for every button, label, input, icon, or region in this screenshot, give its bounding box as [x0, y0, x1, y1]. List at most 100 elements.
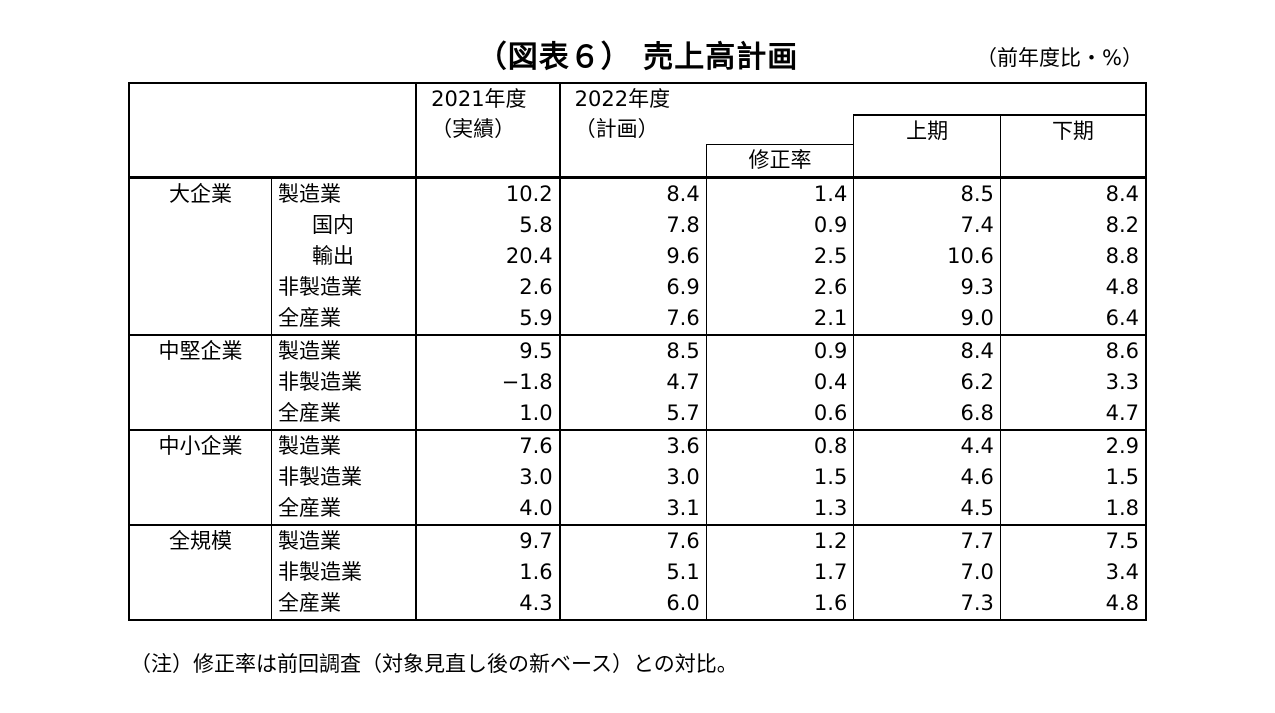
- table-row: 全産業 1.0 5.7 0.6 6.8 4.7: [129, 398, 1147, 430]
- value-revision: 2.1: [706, 303, 855, 335]
- value-first-half: 7.7: [853, 524, 1001, 557]
- value-2021: 10.2: [416, 177, 561, 210]
- value-first-half: 8.4: [853, 334, 1001, 367]
- table-row: 非製造業 3.0 3.0 1.5 4.6 1.5: [129, 462, 1147, 493]
- value-second-half: 3.4: [1000, 557, 1147, 588]
- table-row: 中堅企業 製造業 9.5 8.5 0.9 8.4 8.6: [128, 334, 1147, 430]
- value-2022: 6.9: [559, 272, 707, 303]
- value-2021: 1.6: [416, 557, 561, 588]
- value-second-half: 8.4: [1000, 177, 1147, 210]
- table-row: 全産業 5.9 7.6 2.1 9.0 6.4: [129, 303, 1147, 335]
- value-second-half: 6.4: [1000, 303, 1147, 335]
- value-2021: 5.9: [416, 303, 561, 335]
- value-second-half: 4.8: [1000, 588, 1147, 621]
- header-first-half: 上期: [853, 115, 1001, 179]
- value-2022: 5.7: [559, 398, 707, 430]
- table-row: 全産業 4.3 6.0 1.6 7.3 4.8: [129, 588, 1147, 621]
- value-second-half: 1.8: [1000, 493, 1147, 525]
- value-second-half: 3.3: [1000, 367, 1147, 398]
- value-revision: 0.4: [706, 367, 855, 398]
- value-2022: 8.4: [559, 177, 707, 210]
- value-2022: 9.6: [559, 241, 707, 272]
- table-row: 全規模 製造業 9.7 7.6 1.2 7.7 7.5: [128, 524, 1147, 621]
- value-first-half: 7.4: [853, 210, 1001, 241]
- header-revision: 修正率: [705, 144, 855, 179]
- table-row: 全産業 4.0 3.1 1.3 4.5 1.8: [129, 493, 1147, 525]
- header-2022-under: [559, 144, 707, 179]
- value-2021: 7.6: [416, 429, 561, 462]
- header-second-half: 下期: [1000, 115, 1147, 179]
- value-first-half: 9.0: [853, 303, 1001, 335]
- value-2021: 20.4: [416, 241, 561, 272]
- value-2021: 1.0: [416, 398, 561, 430]
- header-2021: 2021年度 （実績）: [416, 82, 561, 179]
- value-second-half: 8.2: [1000, 210, 1147, 241]
- value-first-half: 7.3: [853, 588, 1001, 621]
- value-2022: 7.6: [559, 303, 707, 335]
- value-2021: −1.8: [416, 367, 561, 398]
- industry-label: 非製造業: [271, 557, 418, 588]
- value-revision: 2.6: [706, 272, 855, 303]
- value-2022: 3.6: [559, 429, 707, 462]
- value-revision: 1.2: [706, 524, 855, 557]
- value-second-half: 7.5: [1000, 524, 1147, 557]
- footnote: （注）修正率は前回調査（対象見直し後の新ベース）との対比。: [130, 652, 738, 676]
- group-label: 全規模: [128, 524, 273, 621]
- value-revision: 0.9: [706, 210, 855, 241]
- header-2021-actual: （実績）: [431, 117, 516, 141]
- value-revision: 0.8: [706, 429, 855, 462]
- unit-label: （前年度比・%）: [976, 46, 1143, 70]
- group-label: 中堅企業: [128, 334, 273, 430]
- value-revision: 1.4: [706, 177, 855, 210]
- value-first-half: 10.6: [853, 241, 1001, 272]
- group-label: 中小企業: [128, 429, 273, 525]
- industry-label: 製造業: [271, 524, 418, 557]
- industry-label: 非製造業: [271, 367, 418, 398]
- value-first-half: 4.6: [853, 462, 1001, 493]
- group-label: 大企業: [128, 177, 273, 335]
- value-2021: 3.0: [416, 462, 561, 493]
- value-2021: 4.3: [416, 588, 561, 621]
- value-first-half: 6.2: [853, 367, 1001, 398]
- value-revision: 1.3: [706, 493, 855, 525]
- value-second-half: 4.7: [1000, 398, 1147, 430]
- page-title: （図表６） 売上高計画: [476, 40, 799, 75]
- industry-label: 全産業: [271, 588, 418, 621]
- value-2021: 9.5: [416, 334, 561, 367]
- value-2021: 5.8: [416, 210, 561, 241]
- value-second-half: 1.5: [1000, 462, 1147, 493]
- industry-label: 非製造業: [271, 272, 418, 303]
- header-2022-year: 2022年度: [574, 87, 671, 111]
- value-2021: 4.0: [416, 493, 561, 525]
- industry-label: 全産業: [271, 303, 418, 335]
- value-first-half: 9.3: [853, 272, 1001, 303]
- value-first-half: 8.5: [853, 177, 1001, 210]
- table-row: 国内 5.8 7.8 0.9 7.4 8.2: [129, 210, 1147, 241]
- value-first-half: 4.5: [853, 493, 1001, 525]
- header-2021-year: 2021年度: [431, 87, 527, 111]
- header-row-2: 上期 下期: [129, 115, 1147, 179]
- header-2022-plan: （計画）: [574, 117, 659, 141]
- value-2022: 7.8: [559, 210, 707, 241]
- value-first-half: 6.8: [853, 398, 1001, 430]
- industry-label: 全産業: [271, 398, 418, 430]
- table-row: 輸出 20.4 9.6 2.5 10.6 8.8: [129, 241, 1147, 272]
- header-2022: 2022年度 （計画）: [559, 82, 854, 145]
- value-2022: 4.7: [559, 367, 707, 398]
- value-second-half: 4.8: [1000, 272, 1147, 303]
- value-second-half: 8.6: [1000, 334, 1147, 367]
- value-2022: 7.6: [559, 524, 707, 557]
- value-first-half: 7.0: [853, 557, 1001, 588]
- header-row-3: 修正率: [129, 144, 1146, 179]
- industry-label: 輸出: [271, 241, 418, 272]
- value-revision: 0.6: [706, 398, 855, 430]
- value-2021: 2.6: [416, 272, 561, 303]
- sales-plan-table: 2021年度 （実績） 2022年度 （計画） 上期 下期 修正率 大企業製造業…: [127, 82, 1148, 621]
- value-2022: 3.1: [559, 493, 707, 525]
- header-row-1: 2021年度 （実績） 2022年度 （計画）: [127, 82, 1148, 179]
- industry-label: 全産業: [271, 493, 418, 525]
- value-2021: 9.7: [416, 524, 561, 557]
- value-second-half: 8.8: [1000, 241, 1147, 272]
- table-row: 非製造業 −1.8 4.7 0.4 6.2 3.3: [129, 367, 1147, 398]
- value-revision: 1.7: [706, 557, 855, 588]
